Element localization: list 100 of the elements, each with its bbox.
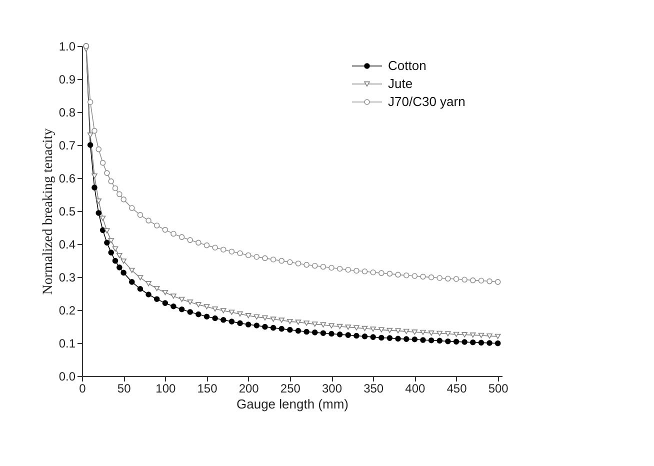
point [403, 336, 410, 342]
point [403, 272, 410, 278]
point [295, 320, 302, 325]
point [212, 306, 218, 312]
point [146, 218, 152, 224]
point [304, 320, 310, 326]
point [320, 330, 326, 336]
x-tick-label: 0 [79, 382, 86, 396]
point [178, 306, 185, 312]
x-tick-label: 450 [446, 382, 468, 396]
point [104, 170, 110, 176]
point [478, 332, 484, 338]
point [187, 300, 194, 305]
point [278, 318, 285, 323]
point [278, 258, 285, 264]
point [116, 264, 122, 270]
y-tick-label: 0.5 [58, 204, 76, 218]
point [345, 266, 352, 273]
point [254, 254, 260, 260]
point [278, 326, 285, 332]
point [87, 99, 94, 105]
point [486, 334, 492, 339]
point [254, 314, 260, 320]
point [445, 331, 451, 336]
point [162, 300, 168, 306]
point [395, 336, 401, 342]
point [196, 240, 202, 246]
point [212, 244, 218, 251]
point [245, 252, 252, 258]
point [92, 128, 98, 134]
legend-label: J70/C30 yarn [388, 94, 466, 109]
point [108, 178, 114, 184]
point [386, 335, 393, 341]
point [204, 304, 210, 310]
point [378, 270, 384, 276]
point [92, 173, 98, 179]
point [100, 160, 106, 166]
point [220, 308, 226, 314]
point [486, 278, 492, 284]
point [237, 311, 243, 317]
point [354, 332, 360, 339]
point [112, 185, 118, 192]
point [162, 290, 168, 296]
point [304, 328, 310, 335]
point [220, 317, 226, 323]
point [228, 248, 235, 254]
point [320, 322, 326, 328]
point [220, 246, 226, 253]
point [420, 274, 426, 280]
x-axis-title: Gauge length (mm) [236, 396, 348, 412]
point [412, 330, 418, 335]
point [237, 250, 243, 256]
x-tick-label: 350 [364, 382, 384, 396]
point [162, 226, 168, 233]
point [295, 328, 302, 334]
point [108, 250, 114, 256]
point [212, 315, 218, 322]
point [304, 262, 310, 268]
point [270, 316, 276, 322]
point [270, 324, 276, 331]
point [370, 326, 376, 332]
point [336, 266, 343, 272]
point [254, 322, 260, 328]
point [354, 268, 360, 274]
point [204, 242, 210, 248]
point [453, 332, 460, 337]
point [137, 212, 144, 218]
point [137, 275, 144, 280]
point [154, 222, 160, 228]
point [420, 330, 426, 336]
point [187, 309, 194, 315]
point [345, 324, 352, 330]
point [345, 332, 352, 338]
point [146, 292, 152, 298]
y-axis-title: Normalized breaking tenacity [40, 128, 56, 295]
point [420, 337, 426, 343]
y-tick-label: 0.9 [58, 72, 76, 86]
point [104, 228, 110, 234]
point [112, 246, 118, 252]
point [170, 303, 176, 310]
point [137, 286, 144, 292]
point [436, 338, 443, 344]
point [436, 275, 443, 281]
point [403, 328, 410, 334]
point [445, 276, 451, 282]
point [354, 325, 360, 330]
y-tick-label: 0.8 [58, 106, 76, 120]
point [386, 270, 393, 277]
point [204, 314, 210, 320]
point [462, 276, 468, 283]
point [328, 264, 334, 271]
point [96, 198, 102, 204]
point [312, 262, 318, 269]
point [378, 327, 384, 332]
y-tick-label: 0.1 [58, 336, 76, 350]
legend-label: Cotton [388, 58, 426, 73]
point [262, 315, 268, 320]
point [412, 273, 418, 279]
point [362, 326, 368, 332]
point [196, 311, 202, 318]
